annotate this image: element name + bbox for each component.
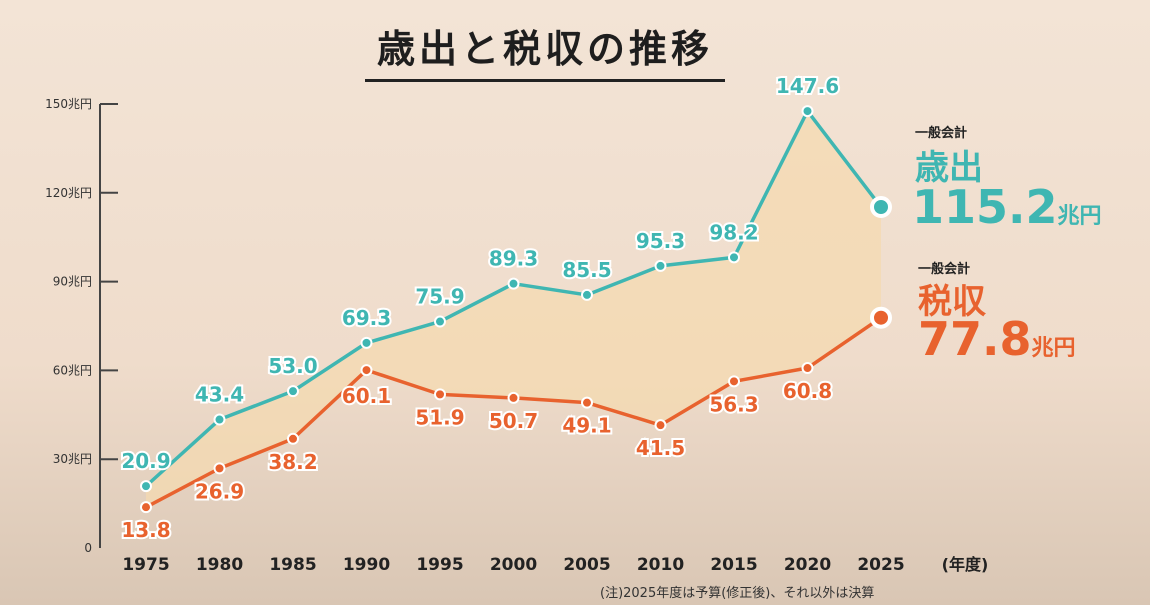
x-tick-label-2010: 2010 (637, 555, 684, 575)
tax-legend-caption: 一般会計 (918, 262, 971, 277)
x-tick-label-1995: 1995 (416, 555, 463, 575)
y-tick-label-90: 90兆円 (53, 275, 92, 289)
label-s1-1980: 26.9 (195, 479, 244, 503)
label-s0-1995: 75.9 (415, 285, 464, 309)
point-s1-1980 (213, 462, 226, 475)
x-tick-label-2025: 2025 (857, 555, 904, 575)
point-s0-2015 (728, 251, 740, 264)
y-tick-label-150: 150兆円 (45, 97, 92, 111)
label-s0-2005: 85.5 (562, 258, 611, 282)
label-s0-1990: 69.3 (342, 306, 391, 330)
tax-legend-value: 77.8兆円 (918, 312, 1076, 366)
label-s0-1975: 20.9 (121, 449, 170, 473)
y-tick-label-0: 0 (84, 541, 92, 555)
y-tick-label-120: 120兆円 (45, 186, 92, 200)
tax-legend-name: 税収 (918, 282, 986, 322)
label-s1-1990: 60.1 (342, 384, 391, 408)
label-s1-1985: 38.2 (268, 450, 317, 474)
point-s0-1985 (287, 385, 299, 398)
x-tick-label-2020: 2020 (784, 555, 831, 575)
chart-title: 歳出と税収の推移 (365, 18, 725, 82)
expenditure-legend-name: 歳出 (915, 148, 983, 188)
label-s1-2015: 56.3 (709, 392, 758, 416)
point-s0-2025 (870, 196, 892, 219)
x-tick-label-1985: 1985 (269, 555, 316, 575)
point-s1-2025 (870, 306, 892, 329)
label-s0-2010: 95.3 (636, 229, 685, 253)
label-s0-2020: 147.6 (776, 74, 839, 98)
point-s0-2005 (581, 288, 593, 301)
point-s0-2010 (654, 259, 667, 272)
point-s0-1980 (213, 413, 226, 426)
label-s0-1985: 53.0 (268, 354, 317, 378)
point-s0-1995 (434, 315, 446, 328)
expenditure-legend-unit: 兆円 (1057, 204, 1102, 229)
point-s0-1990 (360, 336, 373, 349)
tax-legend-unit: 兆円 (1031, 336, 1076, 361)
y-tick-label-30: 30兆円 (53, 452, 92, 466)
point-s1-1990 (360, 364, 373, 377)
x-tick-label-2015: 2015 (710, 555, 757, 575)
point-s0-1975 (140, 480, 152, 493)
footnote: (注)2025年度は予算(修正後)、それ以外は決算 (600, 586, 875, 601)
label-s1-2000: 50.7 (489, 409, 538, 433)
label-s0-1980: 43.4 (195, 383, 244, 407)
label-s1-2005: 49.1 (562, 414, 611, 438)
expenditure-legend-number: 115.2 (912, 180, 1058, 234)
area-between-series (146, 111, 881, 508)
point-s1-1995 (434, 388, 446, 401)
label-s0-2015: 98.2 (709, 220, 758, 244)
point-s0-2000 (507, 277, 520, 290)
expenditure-legend-caption: 一般会計 (915, 126, 968, 141)
expenditure-legend-value: 115.2兆円 (912, 180, 1102, 234)
label-s1-2020: 60.8 (783, 379, 832, 403)
x-axis-unit: (年度) (942, 555, 989, 574)
x-tick-label-1980: 1980 (196, 555, 243, 575)
x-tick-label-2000: 2000 (490, 555, 537, 575)
point-s1-1975 (140, 501, 152, 514)
point-s1-2005 (581, 396, 593, 409)
point-s1-2015 (728, 375, 740, 388)
label-s0-2000: 89.3 (489, 247, 538, 271)
label-s1-2010: 41.5 (636, 436, 685, 460)
point-s1-2010 (654, 419, 667, 432)
point-s0-2020 (801, 105, 814, 118)
x-tick-label-1975: 1975 (122, 555, 169, 575)
label-s1-1995: 51.9 (415, 405, 464, 429)
label-s1-1975: 13.8 (121, 518, 170, 542)
x-tick-label-2005: 2005 (563, 555, 610, 575)
tax-legend-number: 77.8 (918, 312, 1032, 366)
y-tick-label-60: 60兆円 (53, 363, 92, 377)
x-tick-label-1990: 1990 (343, 555, 390, 575)
point-s1-1985 (287, 432, 299, 445)
point-s1-2020 (801, 362, 814, 375)
point-s1-2000 (507, 391, 520, 404)
